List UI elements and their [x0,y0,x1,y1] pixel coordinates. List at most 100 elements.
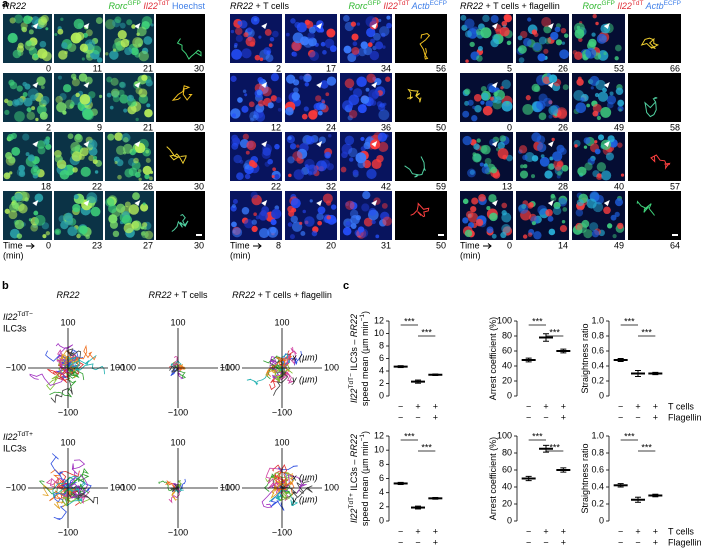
cell [116,159,124,167]
cell [12,202,20,210]
significance: *** [641,442,652,452]
cell [548,105,559,116]
cell [27,88,39,100]
arrowhead [32,141,39,147]
cell-track [269,356,285,374]
cell [617,222,624,230]
time-unit: (min) [460,250,481,260]
arrowhead [491,23,498,29]
cell [475,218,484,227]
cell [559,49,569,60]
cell-track [53,487,69,521]
text-part: Hoechst [169,1,205,11]
cell [561,220,566,224]
cell [257,99,265,107]
time-point: 34 [381,63,391,73]
y-tick-label: 2 [379,501,384,511]
cell [34,193,44,203]
condition-sign: − [543,412,548,422]
cell [12,49,22,59]
y-tick-label: 60 [502,464,512,474]
cell [500,86,504,90]
cell [472,153,482,163]
time-point: 32 [326,181,336,191]
cell [5,151,13,160]
significance: *** [549,327,560,337]
cell [123,108,128,113]
image-tile [156,73,205,122]
cell [620,173,625,177]
cell [371,219,376,225]
condition-sign: − [635,412,640,422]
cell [497,141,505,150]
arrowhead [316,200,323,206]
cell [8,79,15,86]
text-part: RR22 [56,290,79,300]
cell [307,49,316,58]
cell [615,87,624,96]
y-tick-label: 10 [374,328,384,338]
cell [148,176,153,181]
cell [345,221,352,227]
text-part: Il22 [3,312,18,322]
cell [356,76,367,88]
cell [352,41,358,47]
cell [136,26,147,37]
cell [303,106,309,112]
text-part: RR22 [349,314,359,337]
cell [291,40,302,52]
cell [92,45,102,55]
cell-track [47,364,69,384]
cell [128,204,140,215]
cell [270,73,279,82]
cell [596,162,607,172]
cell [40,95,50,105]
y-tick-label: 40 [502,481,512,491]
cell [110,77,119,86]
y-tick-label: 0.8 [591,447,604,457]
cell [119,81,127,89]
cell [140,231,146,236]
condition-sign: − [618,526,623,536]
significance: *** [532,431,543,441]
cell [45,143,52,150]
cell [141,74,148,81]
cell-track [419,32,431,60]
cell [464,88,471,95]
text-part: speed mean (µm min [360,321,370,406]
cell [591,229,600,238]
cell [476,55,483,62]
text-part: RR22 [3,1,26,11]
cell [501,202,508,209]
cell [554,26,561,33]
cell [231,113,237,118]
cell [75,92,80,98]
cell [370,99,377,106]
cell [16,233,23,239]
cell [348,147,358,158]
cell [4,208,10,214]
image-tile [230,73,282,122]
cell [28,29,34,35]
cell [541,17,552,28]
cell [24,39,36,51]
cell [131,160,141,170]
text-part: GFP [602,0,615,7]
cell [497,148,509,159]
cell [605,152,615,161]
cell [116,145,126,156]
text-part: Arrest coefficient (%) [488,437,498,520]
cell [244,93,248,97]
column-title: RR22 [56,290,79,300]
axis-min: −100 [6,482,26,492]
axis-max: 100 [110,362,125,372]
cell [316,212,324,221]
y-axis-title: speed mean (µm min−1) [359,431,370,526]
scale-bar [672,234,678,236]
cell [618,108,622,112]
cell [291,92,301,101]
arrowhead [83,23,90,29]
cell [293,169,305,180]
cell [617,105,624,112]
arrowhead [32,23,39,29]
